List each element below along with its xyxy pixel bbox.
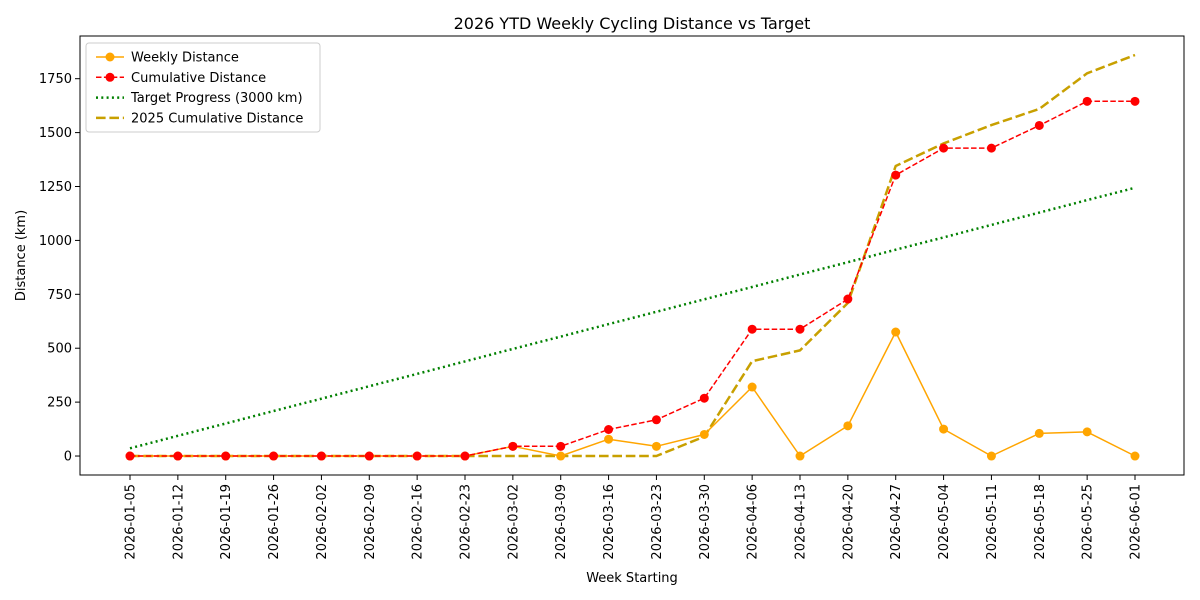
data-point <box>747 382 757 392</box>
data-point <box>747 324 757 334</box>
y-tick-label: 1750 <box>39 72 72 87</box>
data-point <box>1034 120 1044 130</box>
x-tick-label: 2026-03-23 <box>650 484 665 560</box>
data-point <box>986 451 996 461</box>
data-point <box>604 434 614 444</box>
data-point <box>939 143 949 153</box>
data-point <box>1034 428 1044 438</box>
data-point <box>1130 96 1140 106</box>
x-axis-ticks: 2026-01-05 2026-01-12 2026-01-19 2026-01-26… <box>124 475 1144 560</box>
data-point <box>412 451 422 461</box>
legend-label: 2025 Cumulative Distance <box>131 111 303 126</box>
x-tick-label: 2026-01-26 <box>267 484 282 560</box>
x-tick-label: 2026-05-25 <box>1081 484 1096 560</box>
series-line <box>129 186 1136 450</box>
data-point <box>891 327 901 337</box>
x-tick-label: 2026-05-11 <box>985 484 1000 560</box>
x-tick-label: 2026-04-20 <box>841 484 856 560</box>
data-point <box>795 324 805 334</box>
legend-marker <box>105 72 115 82</box>
data-point <box>508 441 518 451</box>
data-point <box>795 451 805 461</box>
x-tick-label: 2026-01-05 <box>124 484 139 560</box>
x-tick-label: 2026-04-27 <box>889 484 904 560</box>
data-point <box>316 451 326 461</box>
data-point <box>1082 96 1092 106</box>
data-point <box>221 451 231 461</box>
data-point <box>986 143 996 153</box>
data-point <box>125 451 135 461</box>
legend-label: Weekly Distance <box>131 51 239 66</box>
y-axis-label: Distance (km) <box>14 210 29 301</box>
x-tick-label: 2026-03-30 <box>698 484 713 560</box>
x-tick-label: 2026-01-19 <box>219 484 234 560</box>
x-tick-label: 2026-02-23 <box>459 484 474 560</box>
data-point <box>891 170 901 180</box>
data-point <box>699 393 709 403</box>
y-tick-label: 1250 <box>39 180 72 195</box>
chart-title: 2026 YTD Weekly Cycling Distance vs Targ… <box>454 14 811 33</box>
data-point <box>939 424 949 434</box>
data-point <box>460 451 470 461</box>
x-axis-label: Week Starting <box>586 571 678 586</box>
x-tick-label: 2026-01-12 <box>171 484 186 560</box>
data-point <box>173 451 183 461</box>
x-tick-label: 2026-03-02 <box>506 484 521 560</box>
series-line <box>130 100 1135 457</box>
y-tick-label: 250 <box>47 396 72 411</box>
y-tick-label: 1500 <box>39 126 72 141</box>
y-tick-label: 0 <box>64 450 72 465</box>
x-tick-label: 2026-02-02 <box>315 484 330 560</box>
data-point <box>843 421 853 431</box>
x-tick-label: 2026-06-01 <box>1129 484 1144 560</box>
x-tick-label: 2026-03-16 <box>602 484 617 560</box>
data-point <box>364 451 374 461</box>
x-tick-label: 2026-04-06 <box>746 484 761 560</box>
data-point <box>843 294 853 304</box>
data-point <box>651 415 661 425</box>
y-tick-label: 1000 <box>39 234 72 249</box>
x-tick-label: 2026-03-09 <box>554 484 569 560</box>
plot-frame <box>79 35 1185 476</box>
data-point <box>651 441 661 451</box>
y-tick-label: 750 <box>47 288 72 303</box>
legend-marker <box>105 52 115 62</box>
data-point <box>1130 451 1140 461</box>
data-point <box>269 451 279 461</box>
x-tick-label: 2026-04-13 <box>794 484 809 560</box>
y-tick-label: 500 <box>47 342 72 357</box>
data-point <box>1082 427 1092 437</box>
series-layer <box>125 53 1140 461</box>
x-tick-label: 2026-05-04 <box>937 484 952 560</box>
data-point <box>556 441 566 451</box>
data-point <box>699 429 709 439</box>
x-tick-label: 2026-02-09 <box>363 484 378 560</box>
data-point <box>604 425 614 435</box>
legend-label: Cumulative Distance <box>131 71 266 86</box>
legend: Weekly Distance Cumulative Distance Target… <box>85 42 321 133</box>
y-axis-ticks: 0 250 500 750 1000 1250 1500 1750 <box>39 72 80 465</box>
legend-label: Target Progress (3000 km) <box>130 91 303 106</box>
data-point <box>556 451 566 461</box>
legend-box <box>85 42 321 133</box>
x-tick-label: 2026-02-16 <box>411 484 426 560</box>
x-tick-label: 2026-05-18 <box>1033 484 1048 560</box>
